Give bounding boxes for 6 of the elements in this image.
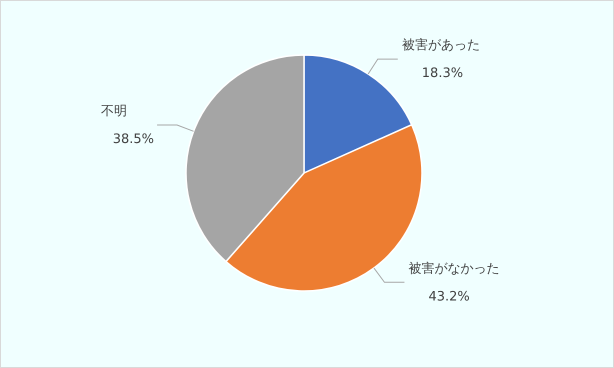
slice-label: 被害があった (402, 37, 480, 54)
data-label: 18.3% (422, 66, 464, 82)
data-label: 43.2% (428, 289, 470, 304)
slice-label: 被害がなかった (408, 260, 500, 276)
slice-label: 不明 (101, 104, 128, 120)
data-label: 38.5% (112, 132, 154, 148)
